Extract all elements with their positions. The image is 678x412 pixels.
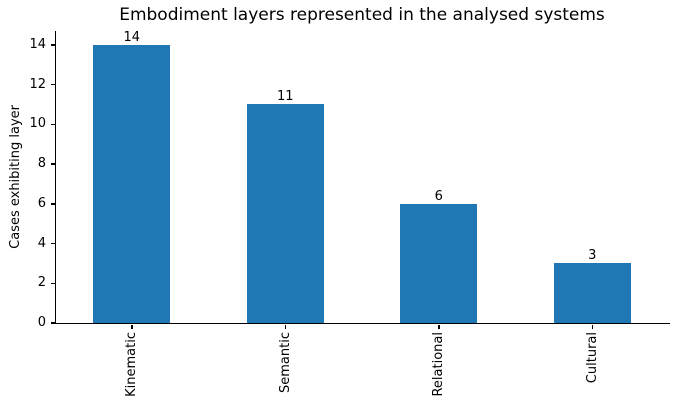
y-tick-label: 6 bbox=[37, 195, 46, 211]
y-tick-mark bbox=[51, 203, 55, 205]
chart-title: Embodiment layers represented in the ana… bbox=[119, 5, 605, 25]
x-tick-mark bbox=[131, 324, 133, 329]
y-tick-label: 4 bbox=[37, 235, 46, 251]
x-category-label: Kinematic bbox=[123, 332, 141, 397]
y-tick-label: 12 bbox=[29, 76, 46, 92]
bar-cultural bbox=[553, 263, 631, 323]
y-tick-label: 2 bbox=[37, 275, 46, 291]
x-tick-mark bbox=[438, 324, 440, 329]
y-tick-mark bbox=[51, 83, 55, 86]
x-category-label-text: Cultural bbox=[584, 332, 600, 384]
y-tick-mark bbox=[51, 44, 55, 46]
x-category-label: Relational bbox=[430, 332, 448, 397]
y-tick-label: 0 bbox=[37, 315, 46, 330]
bar-relational bbox=[400, 203, 478, 323]
y-tick-label: 10 bbox=[29, 116, 46, 132]
y-tick-mark bbox=[51, 282, 55, 285]
y-tick-label: 14 bbox=[29, 36, 46, 52]
bar-semantic bbox=[246, 104, 324, 323]
bar-value-label: 11 bbox=[276, 89, 294, 105]
plot-area bbox=[55, 31, 670, 324]
y-tick-mark bbox=[51, 242, 55, 245]
x-tick-mark bbox=[591, 324, 593, 329]
x-category-label: Cultural bbox=[583, 332, 601, 383]
bar-value-label: 14 bbox=[123, 29, 141, 45]
bar-value-label: 3 bbox=[588, 248, 597, 264]
x-category-label-text: Relational bbox=[431, 332, 447, 397]
bar-kinematic bbox=[93, 44, 171, 323]
y-tick-label: 8 bbox=[37, 156, 46, 172]
bar-value-label: 6 bbox=[434, 188, 443, 204]
x-category-label: Semantic bbox=[276, 332, 294, 393]
y-tick-mark bbox=[51, 322, 55, 324]
y-tick-mark bbox=[51, 123, 55, 126]
x-category-label-text: Semantic bbox=[277, 332, 293, 393]
y-tick-mark bbox=[51, 163, 55, 165]
x-category-label-text: Kinematic bbox=[124, 332, 140, 397]
x-tick-mark bbox=[284, 324, 286, 329]
